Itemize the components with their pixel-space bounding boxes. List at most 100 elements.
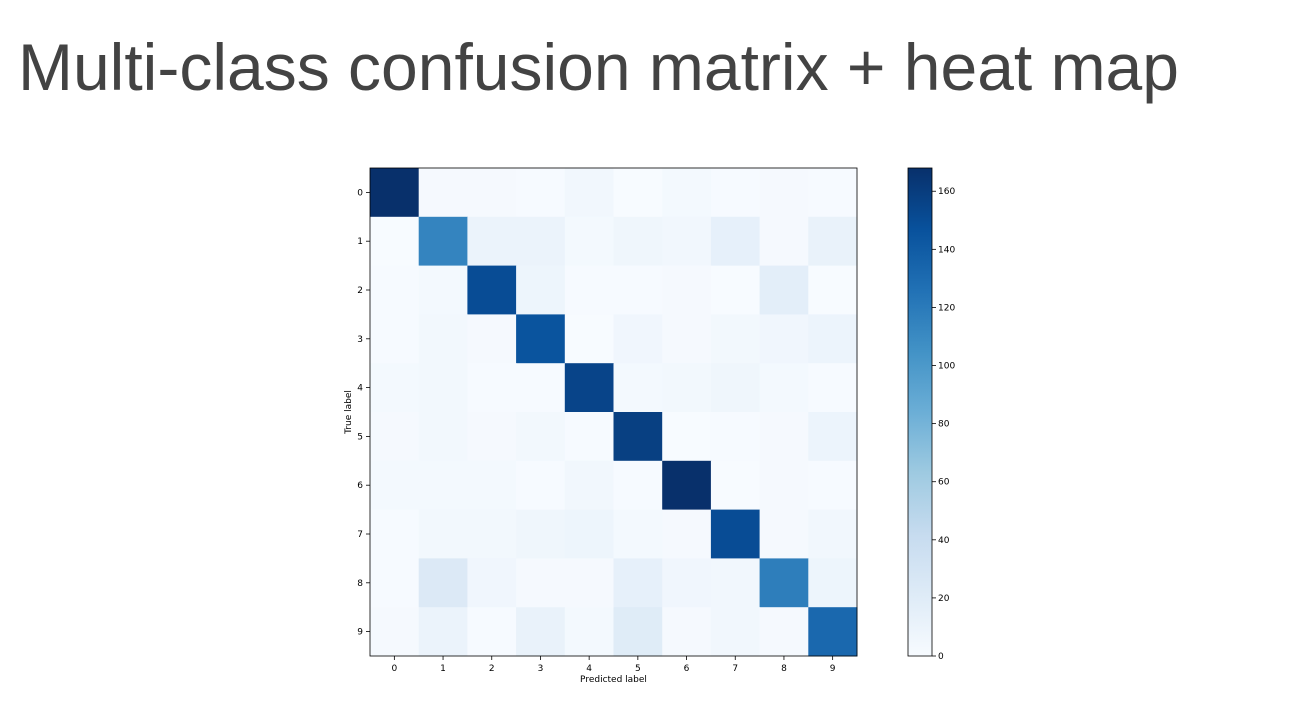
- heatmap-cell-7-0: [370, 509, 420, 559]
- heatmap-cell-4-8: [759, 363, 809, 413]
- x-tick-label: 3: [538, 664, 544, 674]
- colorbar-tick-label: 20: [938, 594, 950, 604]
- heatmap-cell-7-6: [662, 509, 712, 559]
- x-tick-label: 7: [732, 664, 738, 674]
- heatmap-cell-5-1: [418, 412, 468, 462]
- heatmap-cell-2-3: [516, 265, 566, 315]
- heatmap-cell-3-4: [564, 314, 614, 364]
- heatmap-cell-9-7: [710, 607, 761, 657]
- x-axis-ticks: 0 1 2 3 4 5 6 7 8 9: [391, 656, 836, 674]
- heatmap-cell-5-9: [808, 412, 858, 462]
- heatmap-cell-0-9: [808, 168, 858, 218]
- y-tick-label: 0: [357, 188, 363, 198]
- x-tick-label: 9: [830, 664, 836, 674]
- heatmap-cell-6-6: [662, 460, 712, 511]
- heatmap-cell-1-7: [710, 216, 761, 267]
- colorbar-tick-label: 140: [938, 245, 955, 255]
- heatmap-cell-1-6: [662, 216, 712, 267]
- x-axis-label: Predicted label: [580, 675, 647, 685]
- x-tick-label: 4: [586, 664, 592, 674]
- heatmap-cell-6-7: [710, 460, 761, 511]
- heatmap-cell-3-1: [418, 314, 468, 364]
- heatmap-cell-8-8: [759, 558, 809, 608]
- y-tick-label: 5: [357, 432, 363, 442]
- heatmap-cell-7-9: [808, 509, 858, 559]
- heatmap-cell-9-8: [759, 607, 809, 657]
- heatmap-cell-9-5: [613, 607, 663, 657]
- heatmap-cell-5-0: [370, 412, 420, 462]
- heatmap-cell-0-0: [370, 168, 420, 218]
- heatmap-cell-9-4: [564, 607, 614, 657]
- colorbar: [907, 167, 933, 657]
- plot-frame: [369, 167, 858, 657]
- heatmap-cell-4-6: [662, 363, 712, 413]
- heatmap-cell-2-5: [613, 265, 663, 315]
- heatmap-cell-6-2: [467, 460, 517, 511]
- heatmap-cell-2-1: [418, 265, 468, 315]
- heatmap-cell-5-2: [467, 412, 517, 462]
- heatmap-cell-4-5: [613, 363, 663, 413]
- heatmap-cell-1-3: [516, 216, 566, 267]
- heatmap-cell-1-5: [613, 216, 663, 267]
- heatmap-cell-5-4: [564, 412, 614, 462]
- y-axis-label: True label: [344, 390, 354, 435]
- heatmap-cell-2-4: [564, 265, 614, 315]
- heatmap-cell-5-8: [759, 412, 809, 462]
- heatmap-cell-7-8: [759, 509, 809, 559]
- heatmap-cell-3-6: [662, 314, 712, 364]
- heatmap-cell-8-3: [516, 558, 566, 608]
- heatmap-cell-3-0: [370, 314, 420, 364]
- y-tick-label: 4: [357, 384, 363, 394]
- heatmap-cell-7-3: [516, 509, 566, 559]
- heatmap-cell-6-8: [759, 460, 809, 511]
- x-tick-label: 0: [391, 664, 397, 674]
- heatmap-cell-1-4: [564, 216, 614, 267]
- heatmap-cell-7-7: [710, 509, 761, 559]
- heatmap-cell-5-7: [710, 412, 761, 462]
- colorbar-ticks: 0 20 40 60 80 100 120 140 160: [932, 187, 955, 662]
- heatmap-cell-6-3: [516, 460, 566, 511]
- heatmap-cell-8-7: [710, 558, 761, 608]
- heatmap-cell-0-5: [613, 168, 663, 218]
- y-axis-ticks: 0 1 2 3 4 5 6 7 8 9: [357, 188, 370, 638]
- heatmap-cell-4-3: [516, 363, 566, 413]
- heatmap-cell-0-7: [710, 168, 761, 218]
- heatmap-cell-5-6: [662, 412, 712, 462]
- heatmap-cell-7-4: [564, 509, 614, 559]
- heatmap-cell-3-3: [516, 314, 566, 364]
- heatmap-cell-3-9: [808, 314, 858, 364]
- heatmap-cell-3-7: [710, 314, 761, 364]
- heatmap-cell-8-1: [418, 558, 468, 608]
- heatmap-cell-0-8: [759, 168, 809, 218]
- heatmap-cell-6-4: [564, 460, 614, 511]
- colorbar-tick-label: 80: [938, 420, 950, 430]
- y-tick-label: 7: [357, 530, 363, 540]
- x-tick-label: 8: [781, 664, 787, 674]
- heatmap-cell-7-5: [613, 509, 663, 559]
- heatmap-cell-9-3: [516, 607, 566, 657]
- x-tick-label: 5: [635, 664, 641, 674]
- heatmap-cell-3-5: [613, 314, 663, 364]
- y-tick-label: 2: [357, 286, 363, 296]
- heatmap-cell-4-1: [418, 363, 468, 413]
- heatmap-cell-6-5: [613, 460, 663, 511]
- heatmap-cell-7-1: [418, 509, 468, 559]
- heatmap-cell-4-9: [808, 363, 858, 413]
- heatmap-cell-2-7: [710, 265, 761, 315]
- heatmap-cell-6-0: [370, 460, 420, 511]
- heatmap-cell-0-3: [516, 168, 566, 218]
- heatmap-cell-9-6: [662, 607, 712, 657]
- heatmap-cell-0-6: [662, 168, 712, 218]
- colorbar-tick-label: 40: [938, 536, 950, 546]
- heatmap-cell-9-2: [467, 607, 517, 657]
- heatmap-cell-4-0: [370, 363, 420, 413]
- heatmap-cell-8-9: [808, 558, 858, 608]
- heatmap-cell-4-7: [710, 363, 761, 413]
- heatmap-cell-8-5: [613, 558, 663, 608]
- heatmap-cell-4-2: [467, 363, 517, 413]
- heatmap-cell-8-2: [467, 558, 517, 608]
- heatmap-cell-3-2: [467, 314, 517, 364]
- colorbar-tick-label: 0: [938, 652, 944, 662]
- heatmap-cell-4-4: [564, 363, 614, 413]
